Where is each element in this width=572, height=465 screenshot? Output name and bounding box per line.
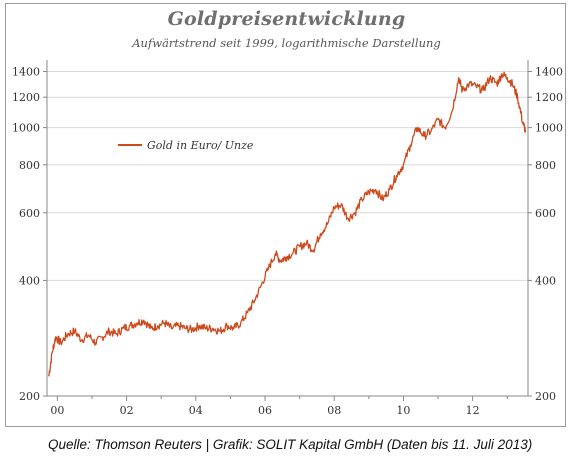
y-tick-label-right: 1400 bbox=[535, 66, 563, 79]
source-note: Quelle: Thomson Reuters | Grafik: SOLIT … bbox=[48, 437, 533, 452]
y-tick-label-right: 800 bbox=[535, 159, 556, 172]
x-tick-label: 00 bbox=[50, 404, 64, 417]
x-tick-label: 08 bbox=[327, 404, 341, 417]
x-tick-label: 04 bbox=[189, 404, 203, 417]
y-tick-label-right: 1200 bbox=[535, 91, 563, 104]
chart-title: Goldpreisentwicklung bbox=[167, 8, 406, 30]
grid-lines bbox=[47, 71, 528, 397]
y-tick-label-left: 1200 bbox=[12, 91, 40, 104]
y-tick-label-left: 1000 bbox=[12, 122, 40, 135]
y-tick-label-left: 400 bbox=[19, 274, 40, 287]
y-tick-label-right: 1000 bbox=[535, 122, 563, 135]
y-tick-label-right: 600 bbox=[535, 207, 556, 220]
chart-subtitle: Aufwärtstrend seit 1999, logarithmische … bbox=[132, 36, 441, 50]
y-tick-label-right: 200 bbox=[535, 390, 556, 403]
y-tick-label-left: 800 bbox=[19, 159, 40, 172]
y-tick-label-right: 400 bbox=[535, 274, 556, 287]
x-tick-label: 12 bbox=[466, 404, 480, 417]
y-tick-label-left: 200 bbox=[19, 390, 40, 403]
series-line-0 bbox=[48, 71, 527, 377]
chart-frame: Goldpreisentwicklung Aufwärtstrend seit … bbox=[5, 3, 566, 427]
series-layer bbox=[48, 71, 527, 377]
legend: Gold in Euro/ Unze bbox=[118, 139, 254, 152]
y-tick-label-left: 600 bbox=[19, 207, 40, 220]
x-tick-label: 02 bbox=[120, 404, 134, 417]
x-tick-label: 10 bbox=[396, 404, 410, 417]
x-tick-label: 06 bbox=[258, 404, 272, 417]
y-tick-label-left: 1400 bbox=[12, 66, 40, 79]
legend-label: Gold in Euro/ Unze bbox=[147, 139, 254, 152]
